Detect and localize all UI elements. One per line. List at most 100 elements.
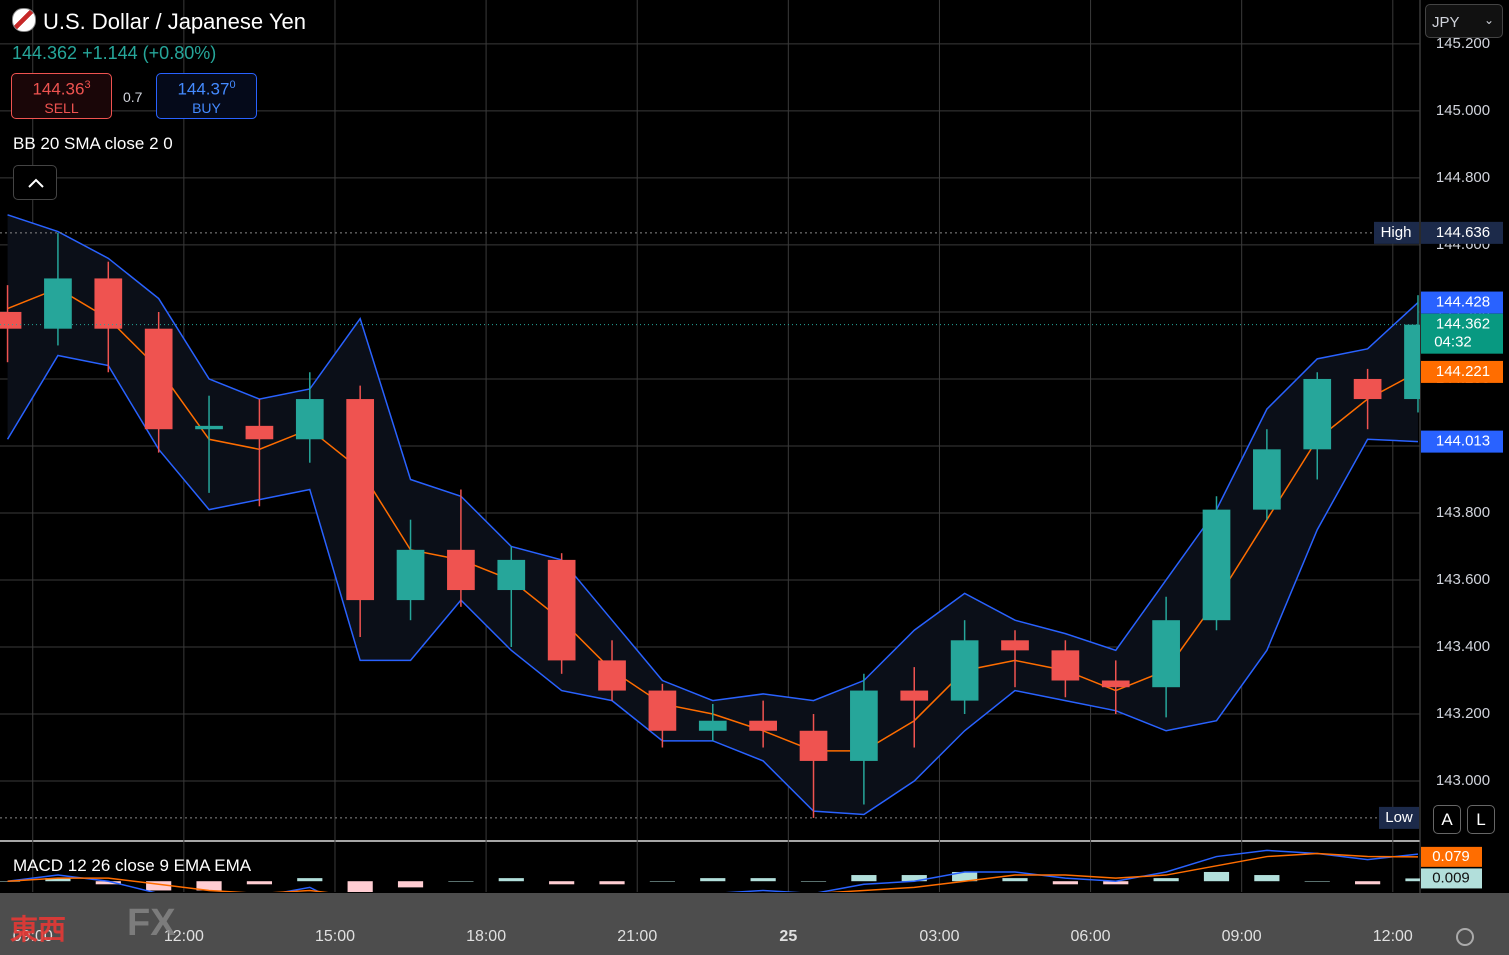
signal-tag: 0.079 xyxy=(1432,848,1470,865)
buy-button[interactable]: 144.370 BUY xyxy=(156,73,257,119)
macd-histogram-bar xyxy=(297,878,323,882)
macd-histogram-bar xyxy=(1254,875,1280,882)
candle-body xyxy=(245,425,274,440)
macd-histogram-bar xyxy=(851,875,877,882)
x-tick-label: 09:00 xyxy=(1222,928,1262,945)
sell-price-pip: 3 xyxy=(84,79,91,91)
basis-tag-bg xyxy=(1421,360,1503,383)
candle-body xyxy=(1001,640,1029,651)
y-tick-label: 143.000 xyxy=(1436,772,1490,789)
candle-body xyxy=(1303,378,1332,450)
auto-scale-button[interactable]: A xyxy=(1433,805,1461,834)
candle-body xyxy=(295,399,324,440)
macd-histogram-bar xyxy=(1153,878,1179,882)
last-price-tag: 144.362 xyxy=(1436,316,1490,333)
candle-body xyxy=(346,399,375,601)
candle-body xyxy=(1051,650,1080,681)
price-pane xyxy=(0,214,1420,818)
candle-body xyxy=(698,720,727,731)
macd-line xyxy=(7,849,1419,892)
spread: 0.7 xyxy=(123,89,143,105)
x-tick-label: 12:00 xyxy=(164,928,204,945)
change: +1.144 xyxy=(82,43,138,63)
chevron-icon xyxy=(28,178,44,188)
last-price: 144.362 xyxy=(12,43,78,63)
grid xyxy=(0,0,1420,892)
currency-label: JPY xyxy=(1432,14,1460,31)
candle-body xyxy=(497,559,526,591)
macd-histogram-bar xyxy=(1103,881,1129,885)
macd-histogram-bar xyxy=(397,881,424,888)
candle-body xyxy=(648,690,677,731)
candle-body xyxy=(44,278,72,329)
macd-histogram-bar xyxy=(498,878,524,882)
macd-histogram-bar xyxy=(1052,881,1078,885)
sell-button[interactable]: 144.363 SELL xyxy=(11,73,112,119)
candle-body xyxy=(1101,680,1130,688)
macd-histogram-bar xyxy=(246,881,273,885)
macd-histogram-bar xyxy=(146,881,172,891)
buy-price-main: 144.37 xyxy=(177,79,230,99)
signal-line xyxy=(7,852,1418,892)
sell-label: SELL xyxy=(44,99,79,116)
macd-histogram-bar xyxy=(347,881,373,892)
y-tick-label: 143.600 xyxy=(1436,571,1490,588)
settings-icon[interactable] xyxy=(1456,928,1474,946)
collapse-button[interactable] xyxy=(13,165,57,200)
basis-tag: 144.221 xyxy=(1436,363,1490,380)
macd-histogram-bar xyxy=(750,878,776,882)
histogram-tag-bg xyxy=(1421,868,1482,889)
macd-histogram-bar xyxy=(549,881,575,885)
candle-body xyxy=(396,549,425,601)
candle-body xyxy=(94,278,123,329)
macd-histogram-bar xyxy=(45,878,71,882)
last-price-tag-bg xyxy=(1421,313,1503,354)
x-tick-label: 06:00 xyxy=(1071,928,1111,945)
high-label: High xyxy=(1381,224,1412,241)
x-tick-label: 21:00 xyxy=(617,928,657,945)
y-tick-label: 143.400 xyxy=(1436,638,1490,655)
sell-price: 144.363 xyxy=(12,79,111,100)
macd-histogram-bar xyxy=(649,881,675,882)
candle-body xyxy=(547,559,576,661)
time-axis-bg xyxy=(0,893,1509,955)
signal-tag-bg xyxy=(1421,846,1482,867)
macd-histogram-bar xyxy=(952,871,978,882)
x-tick-label: 09:00 xyxy=(13,928,53,945)
macd-histogram-bar xyxy=(1203,871,1230,882)
candle-body xyxy=(799,730,828,761)
x-tick-label: 15:00 xyxy=(315,928,355,945)
macd-histogram-bar xyxy=(196,881,222,891)
macd-histogram-bar xyxy=(599,881,625,885)
high-tag-bg xyxy=(1421,221,1503,244)
candle-body xyxy=(195,425,223,430)
low-label-bg xyxy=(1379,806,1419,829)
currency-select[interactable]: JPY ⌄ xyxy=(1425,4,1503,38)
flag-icon xyxy=(12,8,36,32)
y-tick-label: 145.000 xyxy=(1436,102,1490,119)
y-tick-label: 144.800 xyxy=(1436,169,1490,186)
x-tick-label: 25 xyxy=(779,928,797,945)
candle-body xyxy=(749,720,777,731)
macd-histogram-bar xyxy=(800,881,827,882)
buy-price-pip: 0 xyxy=(229,79,236,91)
symbol-title: U.S. Dollar / Japanese Yen xyxy=(43,9,306,34)
change-percent: (+0.80%) xyxy=(142,43,217,63)
candle-body xyxy=(950,640,979,701)
upper-band-tag: 144.428 xyxy=(1436,294,1490,311)
band-upper xyxy=(7,214,1419,702)
candle-body xyxy=(1202,509,1231,621)
macd-pane xyxy=(0,849,1420,892)
macd-histogram-bar xyxy=(1304,881,1330,882)
candle-body xyxy=(447,549,475,591)
upper-band-tag-bg xyxy=(1421,291,1503,314)
macd-histogram-bar xyxy=(448,881,474,882)
y-tick-label: 143.200 xyxy=(1436,705,1490,722)
high-label-bg xyxy=(1374,221,1419,244)
sell-price-main: 144.36 xyxy=(32,79,85,99)
histogram-tag: 0.009 xyxy=(1432,869,1470,886)
buy-label: BUY xyxy=(192,99,221,116)
log-scale-button[interactable]: L xyxy=(1467,805,1495,834)
